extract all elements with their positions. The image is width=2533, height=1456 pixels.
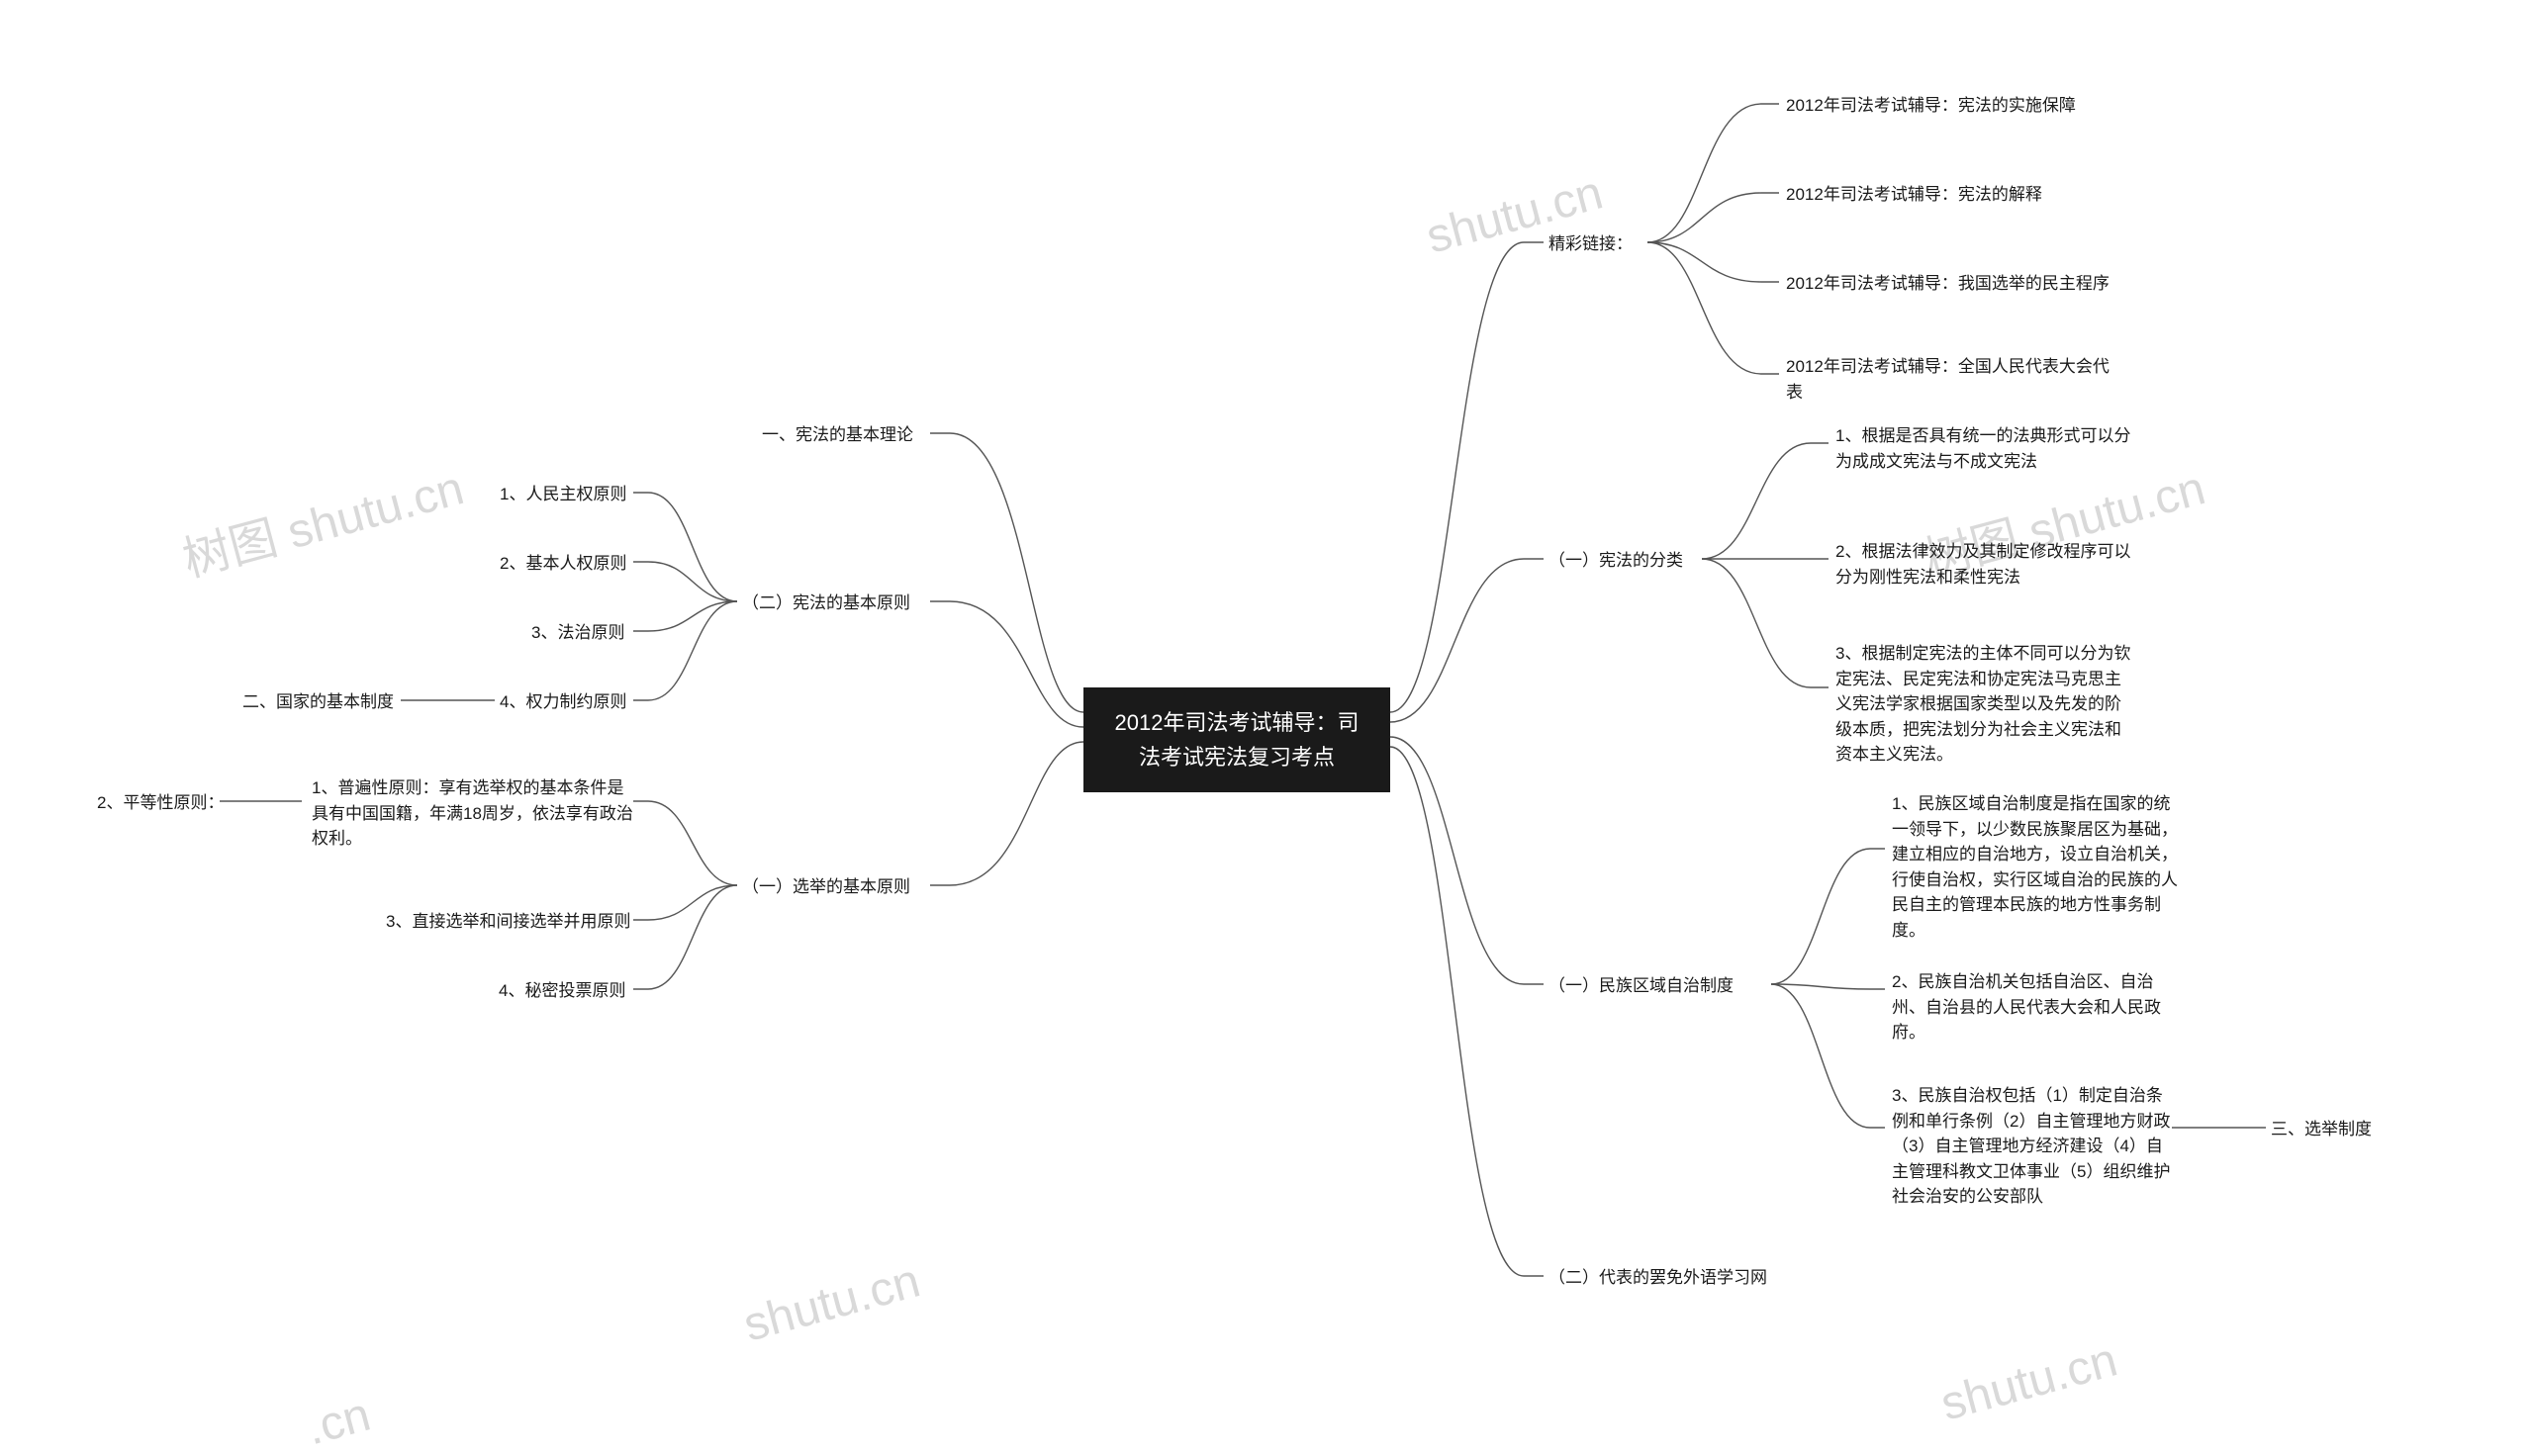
- node-r1: 精彩链接：: [1548, 231, 1633, 257]
- watermark: 树图 shutu.cn: [174, 449, 470, 591]
- node-r2-c2: 2、根据法律效力及其制定修改程序可以分为刚性宪法和柔性宪法: [1835, 539, 2132, 590]
- node-r2-c3: 3、根据制定宪法的主体不同可以分为钦定宪法、民定宪法和协定宪法马克思主义宪法学家…: [1835, 641, 2132, 768]
- watermark: shutu.cn: [738, 1253, 926, 1352]
- watermark: .cn: [301, 1388, 376, 1456]
- node-r1-c3: 2012年司法考试辅导：我国选举的民主程序: [1786, 271, 2110, 297]
- node-r3-c3-child: 三、选举制度: [2271, 1117, 2372, 1142]
- node-r3: （一）民族区域自治制度: [1548, 973, 1734, 999]
- node-r4: （二）代表的罢免外语学习网: [1548, 1265, 1767, 1291]
- node-r3-c3: 3、民族自治权包括（1）制定自治条例和单行条例（2）自主管理地方财政（3）自主管…: [1892, 1083, 2171, 1210]
- node-l2-c1: 1、人民主权原则: [500, 482, 626, 507]
- node-l3: （一）选举的基本原则: [742, 874, 910, 900]
- node-r2-c1: 1、根据是否具有统一的法典形式可以分为成成文宪法与不成文宪法: [1835, 423, 2132, 474]
- node-r1-c1: 2012年司法考试辅导：宪法的实施保障: [1786, 93, 2076, 119]
- node-r1-c2: 2012年司法考试辅导：宪法的解释: [1786, 182, 2042, 208]
- watermark: shutu.cn: [1935, 1332, 2123, 1431]
- node-l2: （二）宪法的基本原则: [742, 591, 910, 616]
- node-l3-c1: 1、普遍性原则：享有选举权的基本条件是具有中国国籍，年满18周岁，依法享有政治权…: [312, 775, 638, 852]
- root-node: 2012年司法考试辅导：司 法考试宪法复习考点: [1083, 687, 1390, 792]
- node-l1: 一、宪法的基本理论: [762, 422, 913, 448]
- node-r2: （一）宪法的分类: [1548, 548, 1683, 574]
- node-l3-c2: 3、直接选举和间接选举并用原则: [386, 909, 630, 935]
- node-r3-c1: 1、民族区域自治制度是指在国家的统一领导下，以少数民族聚居区为基础，建立相应的自…: [1892, 791, 2179, 943]
- node-l2-c4: 4、权力制约原则: [500, 689, 626, 715]
- node-l3-c3: 4、秘密投票原则: [499, 978, 625, 1004]
- node-r3-c2: 2、民族自治机关包括自治区、自治州、自治县的人民代表大会和人民政府。: [1892, 969, 2179, 1046]
- root-line2: 法考试宪法复习考点: [1113, 740, 1360, 774]
- node-l2-c4-child: 二、国家的基本制度: [242, 689, 394, 715]
- node-l3-c1-child: 2、平等性原则：: [97, 790, 224, 816]
- node-r1-c4: 2012年司法考试辅导：全国人民代表大会代表: [1786, 354, 2112, 405]
- node-l2-c3: 3、法治原则: [531, 620, 624, 646]
- root-line1: 2012年司法考试辅导：司: [1113, 705, 1360, 740]
- node-l2-c2: 2、基本人权原则: [500, 551, 626, 577]
